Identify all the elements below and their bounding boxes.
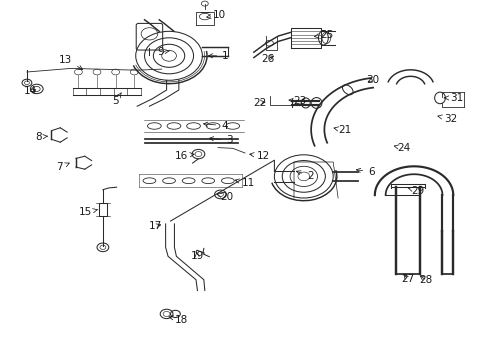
Text: 19: 19 — [190, 251, 204, 261]
Text: 31: 31 — [444, 93, 464, 103]
Text: 23: 23 — [289, 96, 307, 106]
Text: 16: 16 — [174, 151, 194, 161]
Text: 5: 5 — [112, 93, 121, 106]
Text: 30: 30 — [366, 75, 379, 85]
Text: 6: 6 — [356, 167, 375, 177]
Text: 13: 13 — [59, 55, 83, 69]
Text: 28: 28 — [419, 275, 433, 285]
Text: 20: 20 — [217, 192, 233, 202]
Text: 29: 29 — [408, 186, 424, 196]
Text: 27: 27 — [401, 274, 415, 284]
Text: 32: 32 — [438, 114, 458, 124]
Text: 2: 2 — [296, 171, 314, 181]
Text: 17: 17 — [149, 221, 163, 231]
Text: 12: 12 — [250, 151, 270, 161]
Text: 11: 11 — [235, 178, 256, 188]
Text: 24: 24 — [394, 143, 411, 153]
Text: 9: 9 — [157, 47, 169, 57]
Text: 15: 15 — [79, 207, 98, 217]
Text: 14: 14 — [24, 86, 38, 96]
Text: 25: 25 — [315, 30, 334, 40]
Text: 8: 8 — [35, 132, 48, 142]
Text: 10: 10 — [207, 10, 226, 20]
Text: 22: 22 — [253, 98, 267, 108]
Text: 1: 1 — [208, 51, 229, 61]
Text: 18: 18 — [169, 315, 188, 325]
Text: 3: 3 — [209, 135, 233, 145]
Text: 21: 21 — [334, 125, 351, 135]
Text: 7: 7 — [56, 162, 69, 172]
Text: 4: 4 — [203, 121, 228, 131]
Text: 26: 26 — [261, 54, 274, 64]
